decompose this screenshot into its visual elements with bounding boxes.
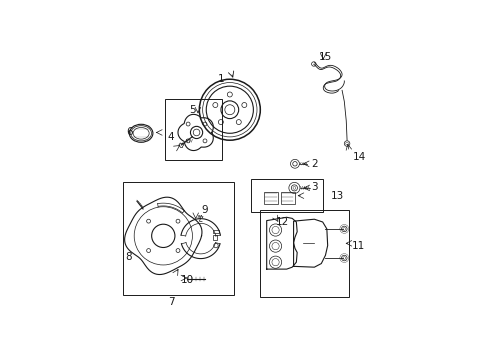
Bar (250, 179, 322, 212)
Text: 4: 4 (167, 132, 174, 143)
Bar (213, 230, 219, 233)
Bar (122, 182, 233, 296)
Text: 11: 11 (351, 240, 365, 251)
Text: 7: 7 (168, 297, 175, 307)
Text: 1: 1 (218, 74, 224, 84)
Bar (164, 99, 221, 159)
Text: 15: 15 (318, 52, 331, 62)
Text: 3: 3 (311, 183, 318, 192)
Bar (260, 210, 348, 297)
Text: 6: 6 (126, 127, 133, 137)
Text: 10: 10 (181, 275, 193, 285)
Text: 5: 5 (189, 105, 195, 115)
Text: 9: 9 (201, 204, 208, 215)
Bar (264, 192, 278, 204)
Text: 8: 8 (125, 252, 132, 262)
Text: 2: 2 (311, 159, 318, 169)
Text: 12: 12 (275, 217, 288, 227)
Bar (213, 235, 217, 240)
Text: 14: 14 (352, 152, 366, 162)
Text: 13: 13 (330, 191, 344, 201)
Bar (280, 192, 294, 204)
